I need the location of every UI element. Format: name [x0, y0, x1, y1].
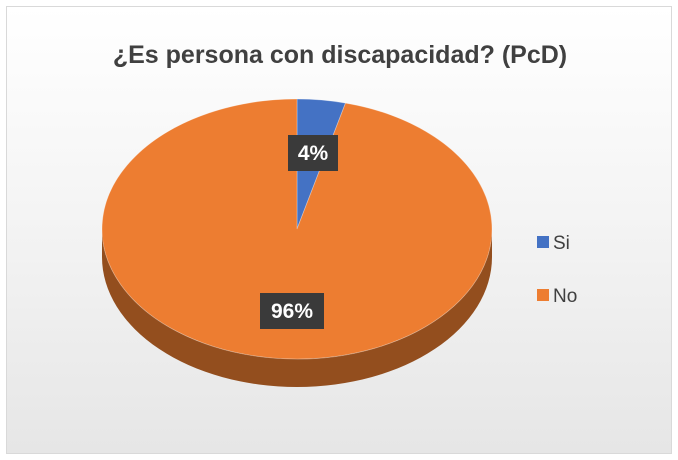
data-label-box	[260, 293, 324, 329]
pie-slice-no	[101, 98, 493, 360]
data-label-si: 4%	[288, 135, 338, 171]
chart-area: ¿Es persona con discapacidad? (PcD) 4% 96…	[6, 6, 672, 454]
legend-label-no: No	[553, 286, 577, 307]
data-label-text: 4%	[298, 142, 329, 165]
chart-title: ¿Es persona con discapacidad? (PcD)	[113, 41, 567, 69]
pie-side-wall	[102, 229, 492, 387]
data-label-text: 96%	[271, 300, 313, 323]
chart-legend: Si No	[537, 233, 577, 307]
data-label-no: 96%	[260, 293, 324, 329]
legend-swatch-si	[537, 236, 549, 248]
pie-side-no	[102, 229, 492, 387]
legend-label-si: Si	[553, 233, 570, 254]
legend-swatch-no	[537, 289, 549, 301]
pie-chart: ¿Es persona con discapacidad? (PcD) 4% 96…	[101, 41, 577, 387]
data-label-box	[288, 135, 338, 171]
data-labels: 4% 96%	[260, 135, 338, 329]
